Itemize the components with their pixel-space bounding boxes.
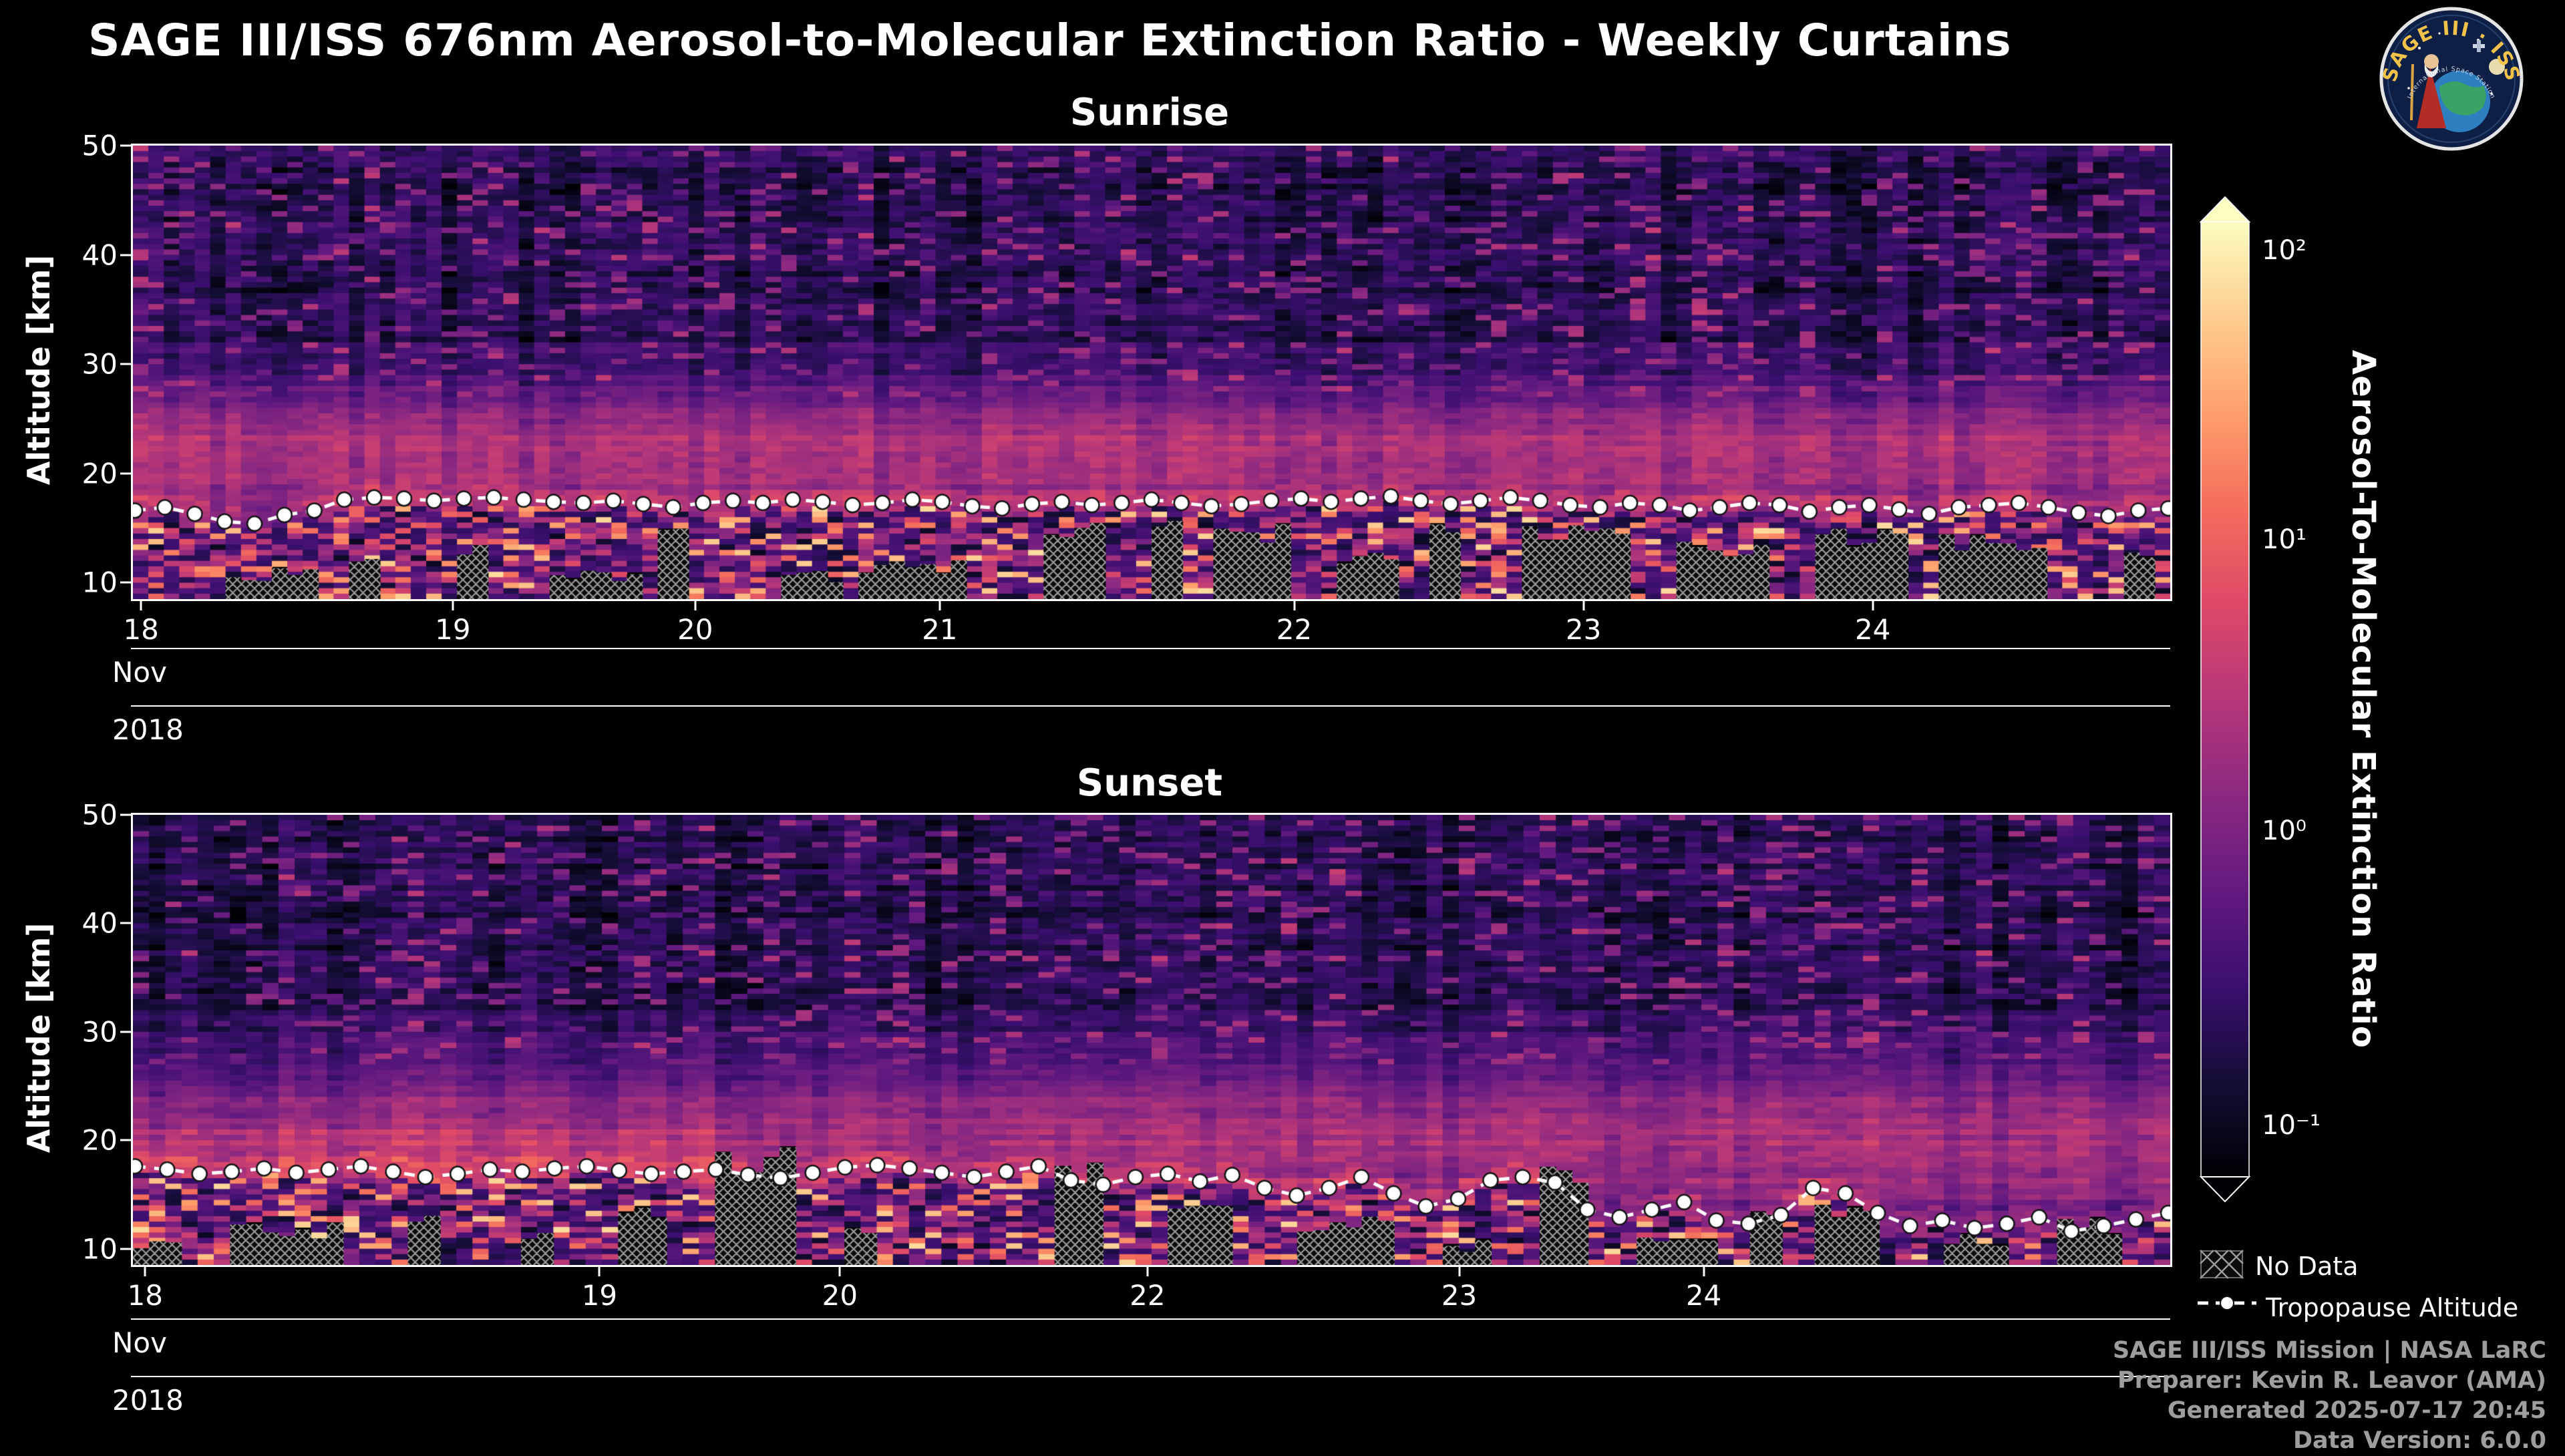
x-tick-mark — [1458, 1267, 1461, 1276]
logo-moon — [2489, 59, 2505, 75]
colorbar-bottom-arrow — [2199, 1176, 2251, 1203]
y-tick-label: 20 — [81, 1123, 118, 1157]
x-tick-label: 22 — [1130, 1279, 1166, 1312]
sunset-plot-area — [131, 813, 2172, 1267]
x-tick-label: 22 — [1276, 613, 1313, 646]
tropopause-legend-label: Tropopause Altitude — [2266, 1293, 2519, 1322]
x-tick-mark — [598, 1267, 601, 1276]
y-tick-mark — [120, 144, 131, 147]
y-tick-mark — [120, 922, 131, 924]
logo-inner-ring — [2387, 15, 2516, 143]
logo-star — [2490, 92, 2493, 95]
x-tick-label: 20 — [822, 1279, 858, 1312]
logo-star — [2438, 32, 2441, 35]
y-tick-mark — [120, 1139, 131, 1141]
attribution-block: SAGE III/ISS Mission | NASA LaRC Prepare… — [2113, 1336, 2546, 1456]
y-tick-label: 40 — [81, 238, 118, 272]
y-tick-mark — [120, 472, 131, 475]
no-data-legend-label: No Data — [2255, 1252, 2359, 1281]
x-tick-label: 18 — [123, 613, 159, 646]
y-tick-mark — [120, 813, 131, 816]
x-tick-label: 21 — [922, 613, 958, 646]
y-tick-label: 50 — [81, 798, 118, 832]
colorbar-top-arrow — [2199, 196, 2251, 222]
colorbar-tick-label: 10¹ — [2262, 524, 2306, 556]
attribution-data-version: Data Version: 6.0.0 — [2292, 1427, 2546, 1454]
logo-figure-beard — [2424, 64, 2439, 77]
tropopause-legend-icon — [2198, 1296, 2256, 1310]
y-tick-label: 40 — [81, 906, 118, 940]
logo-star — [2407, 87, 2410, 89]
sunset-year-label: 2018 — [112, 1384, 184, 1417]
x-tick-label: 23 — [1441, 1279, 1478, 1312]
colorbar-tick-label: 10⁰ — [2262, 815, 2306, 847]
colorbar-tick-label: 10² — [2262, 234, 2306, 266]
y-tick-label: 10 — [81, 566, 118, 599]
colorbar-axis-label: Aerosol-To-Molecular Extinction Ratio — [2345, 350, 2382, 1049]
sunrise-y-axis-label: Altitude [km] — [21, 254, 57, 486]
x-tick-label: 18 — [127, 1279, 164, 1312]
sunrise-panel-title: Sunrise — [1069, 91, 1230, 134]
logo-figure-head — [2424, 54, 2439, 69]
sunset-y-axis-label: Altitude [km] — [21, 922, 57, 1153]
x-tick-label: 24 — [1685, 1279, 1722, 1312]
logo-star — [2418, 47, 2421, 49]
y-tick-mark — [120, 254, 131, 256]
mission-patch-logo: SAGE III · ISS International Space Stati… — [2378, 7, 2524, 151]
logo-staff — [2410, 63, 2414, 121]
y-tick-label: 10 — [81, 1232, 118, 1266]
no-data-legend-icon — [2200, 1250, 2244, 1279]
x-tick-mark — [1703, 1267, 1705, 1276]
x-tick-label: 24 — [1854, 613, 1891, 646]
attribution-generated: Generated 2025-07-17 20:45 — [2167, 1397, 2546, 1424]
y-tick-label: 30 — [81, 1015, 118, 1049]
figure-title: SAGE III/ISS 676nm Aerosol-to-Molecular … — [88, 15, 2012, 66]
x-tick-mark — [140, 601, 142, 610]
y-tick-mark — [120, 1248, 131, 1250]
attribution-mission: SAGE III/ISS Mission | NASA LaRC — [2112, 1337, 2546, 1364]
y-tick-label: 50 — [81, 129, 118, 162]
sunset-month-axis-line — [131, 1318, 2170, 1320]
x-tick-mark — [1146, 1267, 1149, 1276]
logo-iss — [2473, 40, 2485, 52]
colorbar-gradient — [2200, 221, 2250, 1177]
sunrise-heatmap — [133, 146, 2170, 599]
y-tick-mark — [120, 581, 131, 584]
x-tick-mark — [1872, 601, 1874, 610]
x-tick-mark — [694, 601, 697, 610]
sunrise-year-axis-line — [131, 705, 2170, 707]
sunrise-month-axis-line — [131, 648, 2170, 649]
sunrise-plot-area — [131, 144, 2172, 601]
x-tick-label: 19 — [581, 1279, 618, 1312]
x-tick-mark — [452, 601, 454, 610]
sunset-panel-title: Sunset — [1076, 761, 1223, 805]
y-tick-mark — [120, 363, 131, 365]
x-tick-label: 20 — [677, 613, 713, 646]
logo-figure-robe — [2417, 67, 2446, 128]
x-tick-label: 19 — [435, 613, 471, 646]
colorbar-tick-label: 10⁻¹ — [2262, 1109, 2321, 1141]
sunset-month-label: Nov — [112, 1326, 167, 1359]
attribution-preparer: Preparer: Kevin R. Leavor (AMA) — [2117, 1367, 2546, 1394]
y-tick-label: 30 — [81, 347, 118, 381]
sunrise-year-label: 2018 — [112, 713, 184, 746]
x-tick-mark — [938, 601, 941, 610]
y-tick-mark — [120, 1031, 131, 1033]
x-tick-mark — [144, 1267, 146, 1276]
x-tick-label: 23 — [1565, 613, 1602, 646]
sunset-year-axis-line — [131, 1376, 2170, 1377]
sunrise-month-label: Nov — [112, 656, 167, 689]
colorbar — [2199, 196, 2251, 1203]
logo-earth-land — [2439, 81, 2486, 116]
x-tick-mark — [1582, 601, 1585, 610]
x-tick-mark — [1293, 601, 1295, 610]
sunset-heatmap — [133, 815, 2170, 1265]
x-tick-mark — [838, 1267, 841, 1276]
y-tick-label: 20 — [81, 457, 118, 490]
